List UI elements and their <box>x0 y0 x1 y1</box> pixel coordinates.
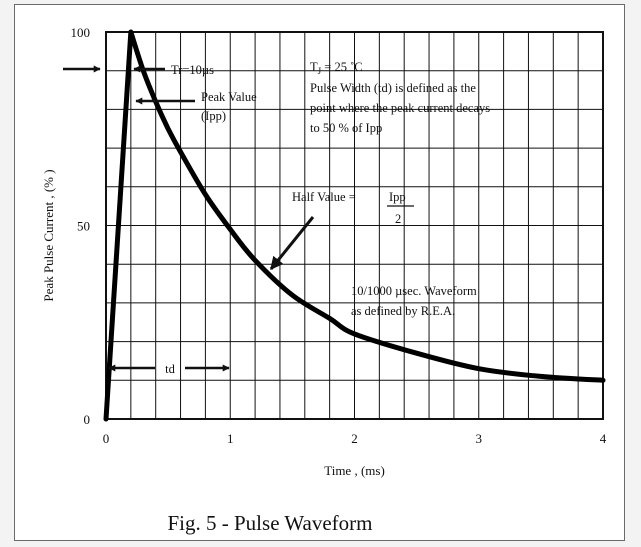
pulse-waveform-chart: 0 1 2 3 4 0 50 100 Time , (ms) Peak Pulse Curre… <box>41 25 607 535</box>
tj-label: TJ = 25 ˚C <box>310 60 363 76</box>
pulse-waveform-curve <box>103 29 606 422</box>
td-label: td <box>165 362 175 376</box>
peak-label-line-1: Peak Value <box>201 90 257 104</box>
x-tick-label: 4 <box>600 431 607 446</box>
x-tick-label: 1 <box>227 431 234 446</box>
figure-frame: 0 1 2 3 4 0 50 100 Time , (ms) Peak Pulse Curre… <box>14 4 625 541</box>
tr-label: Tr=10µs <box>171 63 214 77</box>
y-tick-label: 50 <box>77 219 90 234</box>
x-tick-label: 2 <box>351 431 358 446</box>
plot-area-border <box>105 31 604 420</box>
half-value-numerator: Ipp <box>389 190 406 204</box>
waveform-def-line-1: 10/1000 µsec. Waveform <box>351 284 477 298</box>
x-axis-label: Time , (ms) <box>324 463 385 478</box>
half-value-label: Half Value = <box>292 190 356 204</box>
y-tick-label: 0 <box>84 412 91 427</box>
figure-caption: Fig. 5 - Pulse Waveform <box>168 511 373 535</box>
x-tick-label: 3 <box>476 431 483 446</box>
pulse-width-def-line-3: to 50 % of Ipp <box>310 121 382 135</box>
half-value-denominator: 2 <box>395 212 401 226</box>
waveform-def-line-2: as defined by R.E.A. <box>351 304 455 318</box>
pulse-width-def-line-2: point where the peak current decays <box>310 101 490 115</box>
y-tick-label: 100 <box>71 25 91 40</box>
grid <box>106 32 603 419</box>
half-value-arrow <box>269 216 315 271</box>
axis-ticks: 0 1 2 3 4 0 50 100 <box>71 25 607 446</box>
pulse-width-def-line-1: Pulse Width (td) is defined as the <box>310 81 476 95</box>
y-axis-label: Peak Pulse Current , (% ) <box>41 169 56 301</box>
x-tick-label: 0 <box>103 431 110 446</box>
peak-label-line-2: (Ipp) <box>201 109 226 123</box>
